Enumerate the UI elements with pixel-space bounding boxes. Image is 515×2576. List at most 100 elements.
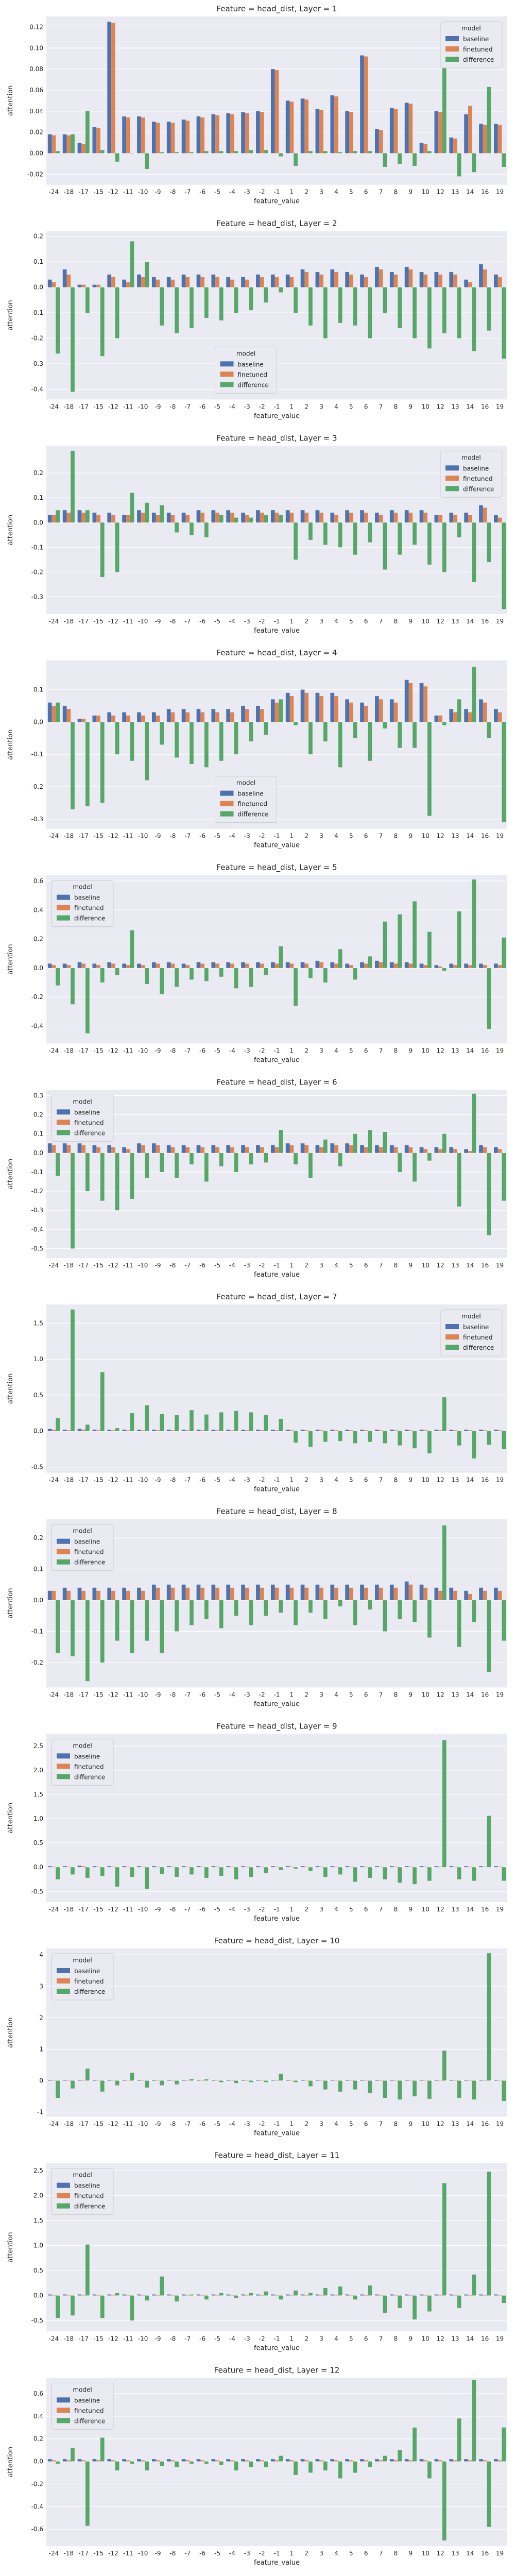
bar-finetuned bbox=[483, 1430, 487, 1431]
bar-baseline bbox=[256, 2459, 260, 2462]
x-tick-label: 16 bbox=[481, 403, 489, 410]
bar-difference bbox=[308, 1867, 313, 1871]
bar-baseline bbox=[47, 2294, 52, 2296]
bar-baseline bbox=[151, 962, 156, 968]
x-tick-label: -18 bbox=[64, 2550, 74, 2557]
bar-difference bbox=[190, 1600, 194, 1625]
bar-finetuned bbox=[393, 1587, 398, 1600]
legend-label-finetuned: finetuned bbox=[74, 1978, 104, 1985]
bar-finetuned bbox=[215, 115, 219, 154]
bar-difference bbox=[175, 968, 179, 987]
bar-difference bbox=[190, 152, 194, 154]
bar-difference bbox=[71, 1309, 75, 1431]
bar-baseline bbox=[449, 513, 454, 523]
y-tick-label: 0.2 bbox=[33, 936, 43, 943]
bar-baseline bbox=[434, 965, 439, 968]
x-tick-label: -15 bbox=[93, 403, 104, 410]
bar-baseline bbox=[360, 2294, 364, 2296]
bar-finetuned bbox=[141, 2295, 145, 2296]
bar-difference bbox=[502, 1431, 506, 1449]
bar-baseline bbox=[256, 2294, 260, 2296]
bar-difference bbox=[323, 1600, 328, 1619]
y-tick-label: -0.2 bbox=[31, 335, 43, 342]
legend-swatch-finetuned bbox=[57, 2193, 70, 2198]
bar-baseline bbox=[375, 1584, 379, 1600]
x-tick-label: 3 bbox=[319, 2550, 323, 2557]
bar-finetuned bbox=[468, 965, 472, 968]
legend-label-difference: difference bbox=[74, 915, 105, 922]
bar-finetuned bbox=[423, 686, 428, 722]
bar-difference bbox=[323, 287, 328, 338]
bar-difference bbox=[308, 151, 313, 154]
bar-finetuned bbox=[334, 2080, 338, 2081]
bar-difference bbox=[338, 522, 342, 548]
x-tick-label: 4 bbox=[334, 2550, 338, 2557]
bar-finetuned bbox=[170, 279, 175, 287]
bar-baseline bbox=[315, 2459, 320, 2462]
bar-finetuned bbox=[349, 965, 353, 968]
bar-difference bbox=[219, 2293, 224, 2296]
bar-baseline bbox=[434, 1147, 439, 1153]
bar-difference bbox=[457, 287, 461, 338]
x-tick-label: -11 bbox=[123, 1047, 133, 1054]
x-tick-label: -11 bbox=[123, 1906, 133, 1913]
y-tick-label: 0.1 bbox=[33, 258, 43, 265]
bar-finetuned bbox=[379, 515, 383, 523]
bar-finetuned bbox=[438, 1430, 442, 1431]
bar-difference bbox=[338, 152, 342, 154]
bar-baseline bbox=[62, 269, 67, 287]
x-tick-label: -2 bbox=[259, 189, 265, 196]
bar-finetuned bbox=[156, 1430, 160, 1431]
bar-difference bbox=[487, 1600, 491, 1672]
bar-finetuned bbox=[245, 1430, 249, 1431]
legend-box bbox=[215, 776, 277, 823]
bar-difference bbox=[502, 2080, 506, 2102]
bar-finetuned bbox=[185, 515, 190, 523]
bar-difference bbox=[85, 287, 90, 313]
bar-difference bbox=[219, 151, 224, 154]
bar-baseline bbox=[375, 1145, 379, 1153]
bar-baseline bbox=[122, 963, 126, 968]
bar-baseline bbox=[62, 705, 67, 722]
x-tick-label: -9 bbox=[155, 2550, 161, 2557]
bar-difference bbox=[323, 968, 328, 983]
x-axis-label: feature_value bbox=[254, 2130, 300, 2138]
x-tick-label: -5 bbox=[214, 618, 220, 625]
bar-baseline bbox=[92, 2294, 97, 2296]
bar-difference bbox=[413, 153, 417, 166]
x-tick-label: 7 bbox=[379, 618, 383, 625]
bar-finetuned bbox=[66, 2080, 71, 2081]
bar-difference bbox=[115, 2293, 119, 2296]
x-tick-label: -9 bbox=[155, 2121, 161, 2128]
y-tick-label: 0.1 bbox=[33, 686, 43, 693]
bar-baseline bbox=[107, 712, 112, 722]
x-tick-label: -7 bbox=[184, 618, 191, 625]
bar-difference bbox=[323, 722, 328, 742]
bar-baseline bbox=[449, 1147, 454, 1153]
bar-finetuned bbox=[334, 1430, 338, 1431]
x-tick-label: 5 bbox=[349, 1691, 353, 1698]
bar-difference bbox=[279, 946, 283, 968]
bar-baseline bbox=[404, 2294, 409, 2296]
bar-finetuned bbox=[274, 277, 279, 287]
x-tick-label: -17 bbox=[78, 1691, 89, 1698]
y-axis-label: attention bbox=[7, 730, 14, 760]
bar-finetuned bbox=[111, 2460, 115, 2462]
bar-finetuned bbox=[349, 274, 353, 287]
x-axis-label: feature_value bbox=[254, 1915, 300, 1923]
bar-finetuned bbox=[379, 1430, 383, 1431]
x-tick-label: -5 bbox=[214, 189, 220, 196]
y-tick-label: 0.1 bbox=[33, 494, 43, 501]
bar-baseline bbox=[315, 1145, 320, 1153]
bar-difference bbox=[398, 2295, 402, 2308]
bar-baseline bbox=[419, 2459, 424, 2462]
bar-baseline bbox=[181, 1145, 186, 1153]
bar-baseline bbox=[196, 962, 201, 968]
bar-difference bbox=[338, 1431, 342, 1442]
bar-finetuned bbox=[304, 2080, 309, 2081]
bar-difference bbox=[130, 153, 134, 154]
x-tick-label: 12 bbox=[436, 1262, 444, 1269]
x-tick-label: -2 bbox=[259, 403, 265, 410]
bar-difference bbox=[234, 1411, 238, 1431]
